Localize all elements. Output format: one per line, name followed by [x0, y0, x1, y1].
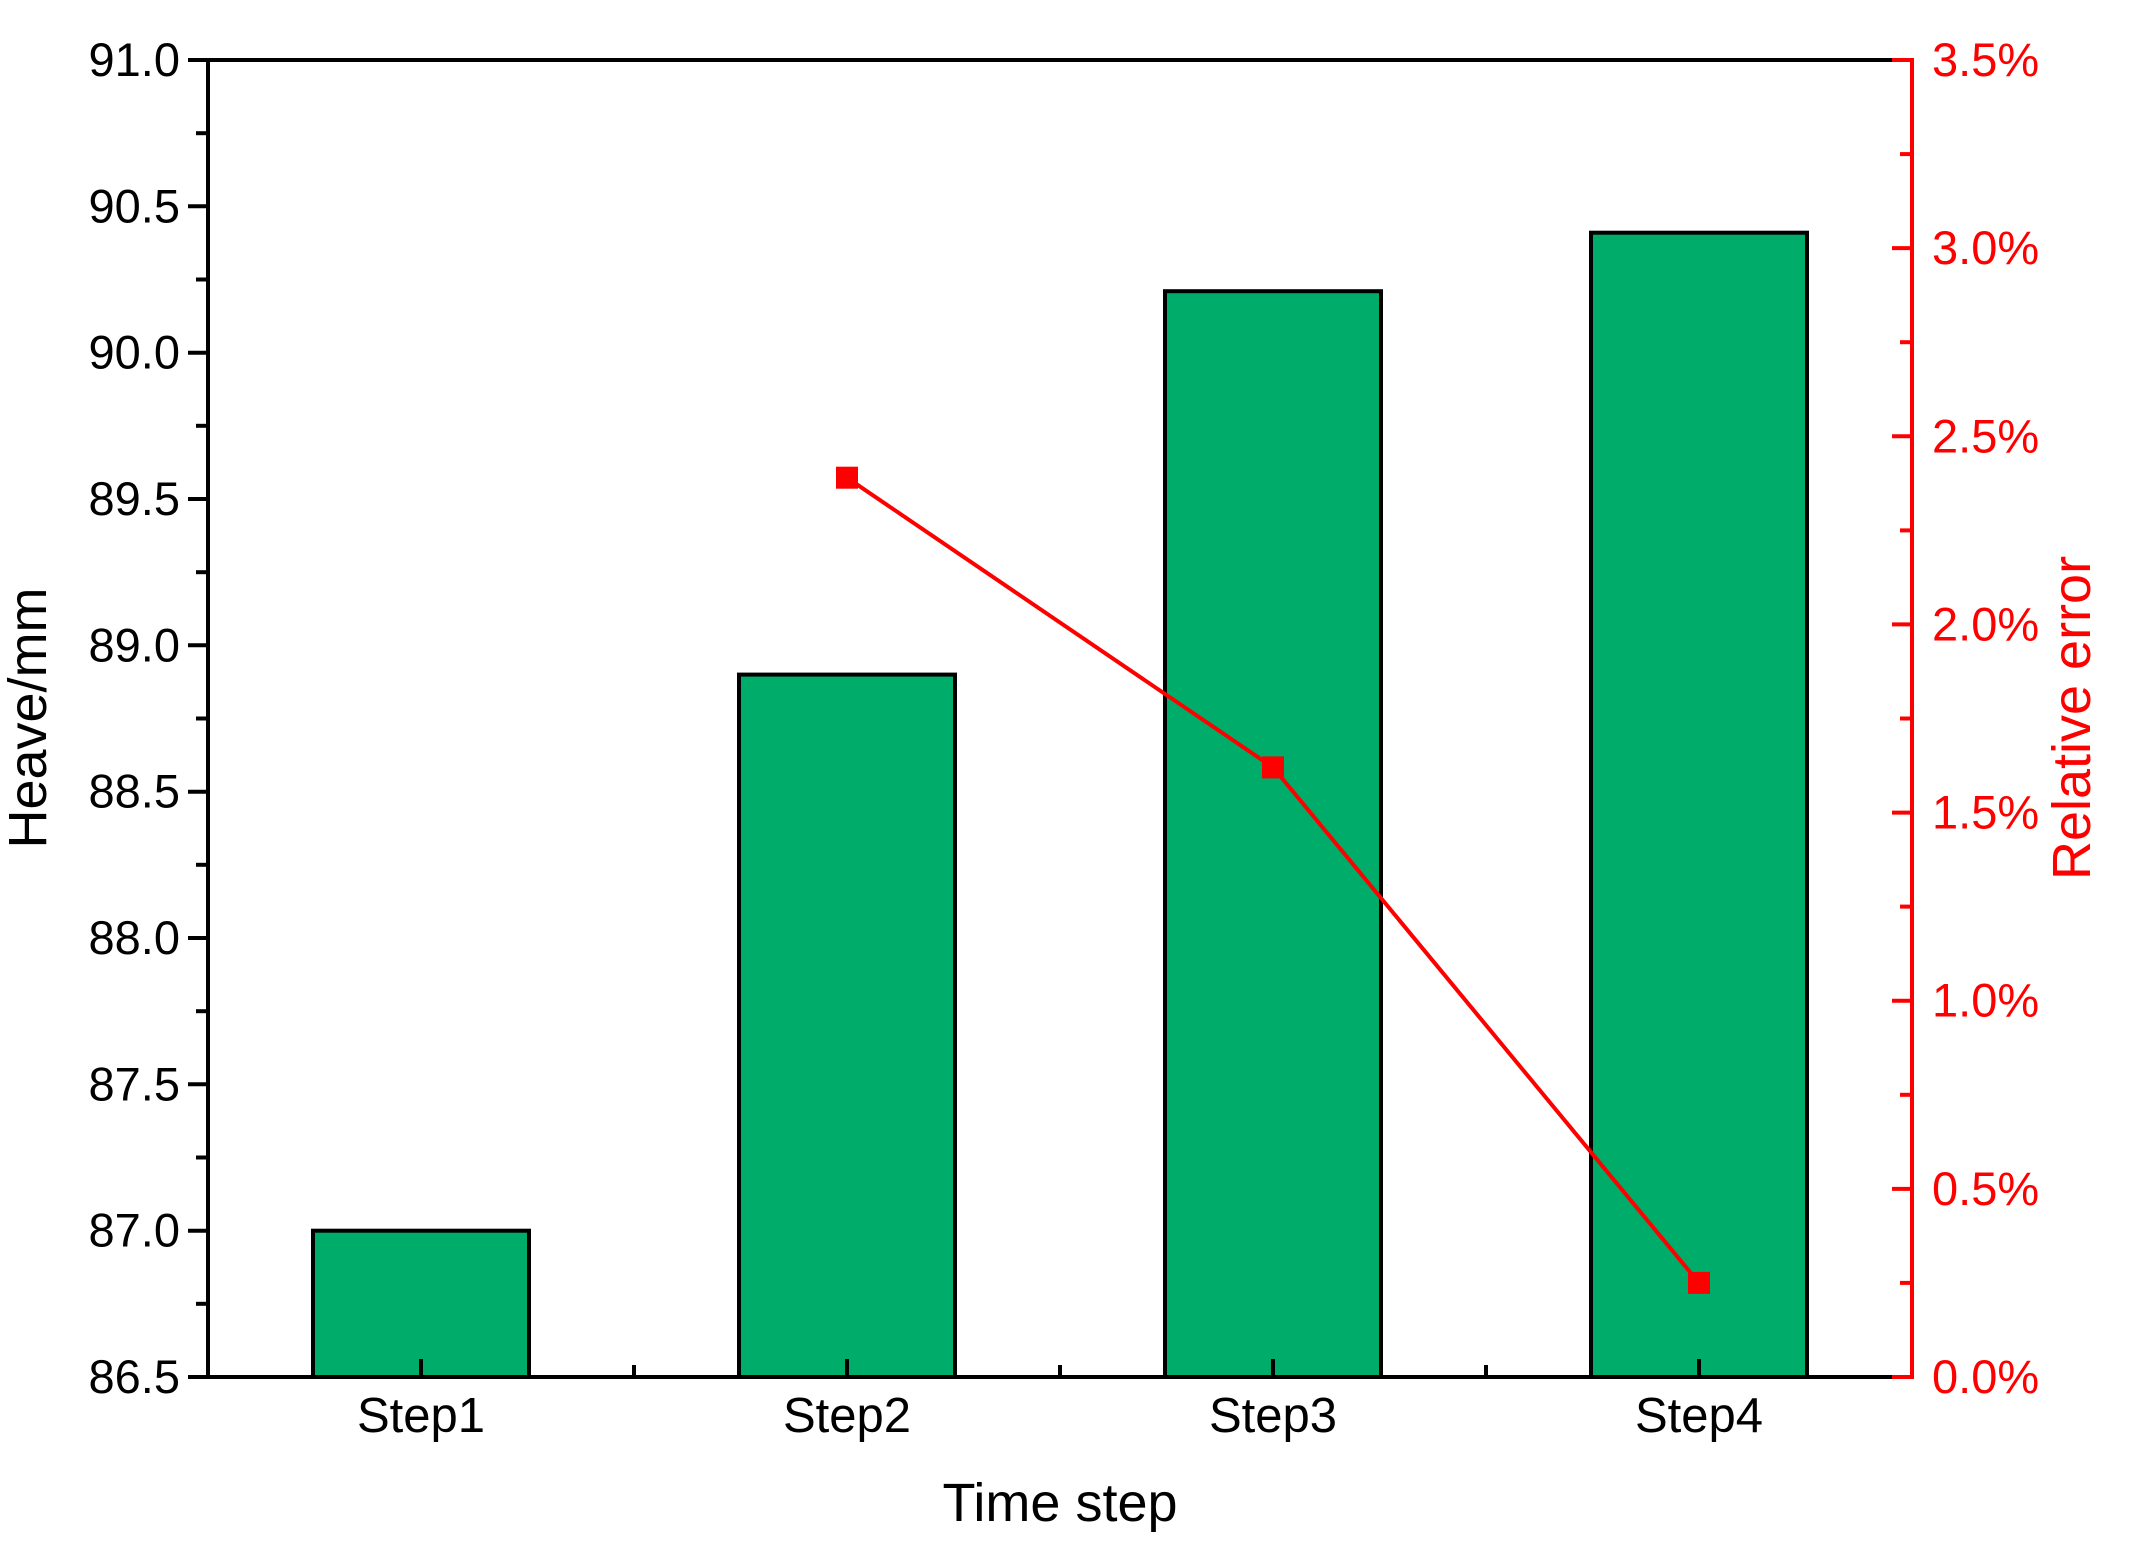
y-right-tick-label: 3.5% — [1932, 33, 2039, 86]
y-right-tick-label: 0.5% — [1932, 1162, 2039, 1215]
y-left-tick-label: 87.0 — [89, 1204, 180, 1257]
bar-step4 — [1589, 230, 1809, 1380]
error-line-layer — [836, 466, 1710, 1294]
ticks-layer — [188, 58, 1912, 1379]
y-right-tick-label: 1.0% — [1932, 974, 2039, 1027]
y-right-tick-label: 0.0% — [1932, 1350, 2039, 1403]
y-right-tick-label: 3.0% — [1932, 221, 2039, 274]
y-left-tick-label: 90.0 — [89, 326, 180, 379]
x-axis-title: Time step — [942, 1473, 1177, 1533]
x-tick-label: Step1 — [357, 1389, 485, 1443]
x-tick-label: Step4 — [1635, 1389, 1763, 1443]
y-left-tick-label: 87.5 — [89, 1057, 180, 1110]
y-left-tick-label: 89.0 — [89, 618, 180, 671]
y-left-tick-label: 88.5 — [89, 765, 180, 818]
y-right-tick-label: 1.5% — [1932, 786, 2039, 839]
y-left-tick-label: 90.5 — [89, 179, 180, 232]
relative-error-marker-step2 — [836, 466, 858, 489]
left-axis-title: Heave/mm — [0, 587, 58, 848]
y-right-tick-label: 2.5% — [1932, 409, 2039, 462]
bar-step1 — [311, 1228, 531, 1379]
y-left-tick-label: 89.5 — [89, 472, 180, 525]
bar-step2 — [737, 672, 957, 1379]
bar-step3 — [1163, 289, 1383, 1380]
y-left-tick-label: 91.0 — [89, 33, 180, 86]
y-right-tick-label: 2.0% — [1932, 597, 2039, 650]
tick-labels-layer: 86.5 87.0 87.5 88.0 88.5 89.0 89.5 90.0 90.5 91.0… — [89, 33, 2040, 1443]
right-axis-title: Relative error — [2042, 556, 2102, 880]
bars-layer — [311, 230, 1809, 1380]
relative-error-marker-step4 — [1688, 1271, 1710, 1294]
x-tick-label: Step2 — [783, 1389, 911, 1443]
y-left-tick-label: 88.0 — [89, 911, 180, 964]
relative-error-marker-step3 — [1262, 756, 1284, 779]
x-tick-label: Step3 — [1209, 1389, 1337, 1443]
y-left-tick-label: 86.5 — [89, 1350, 180, 1403]
